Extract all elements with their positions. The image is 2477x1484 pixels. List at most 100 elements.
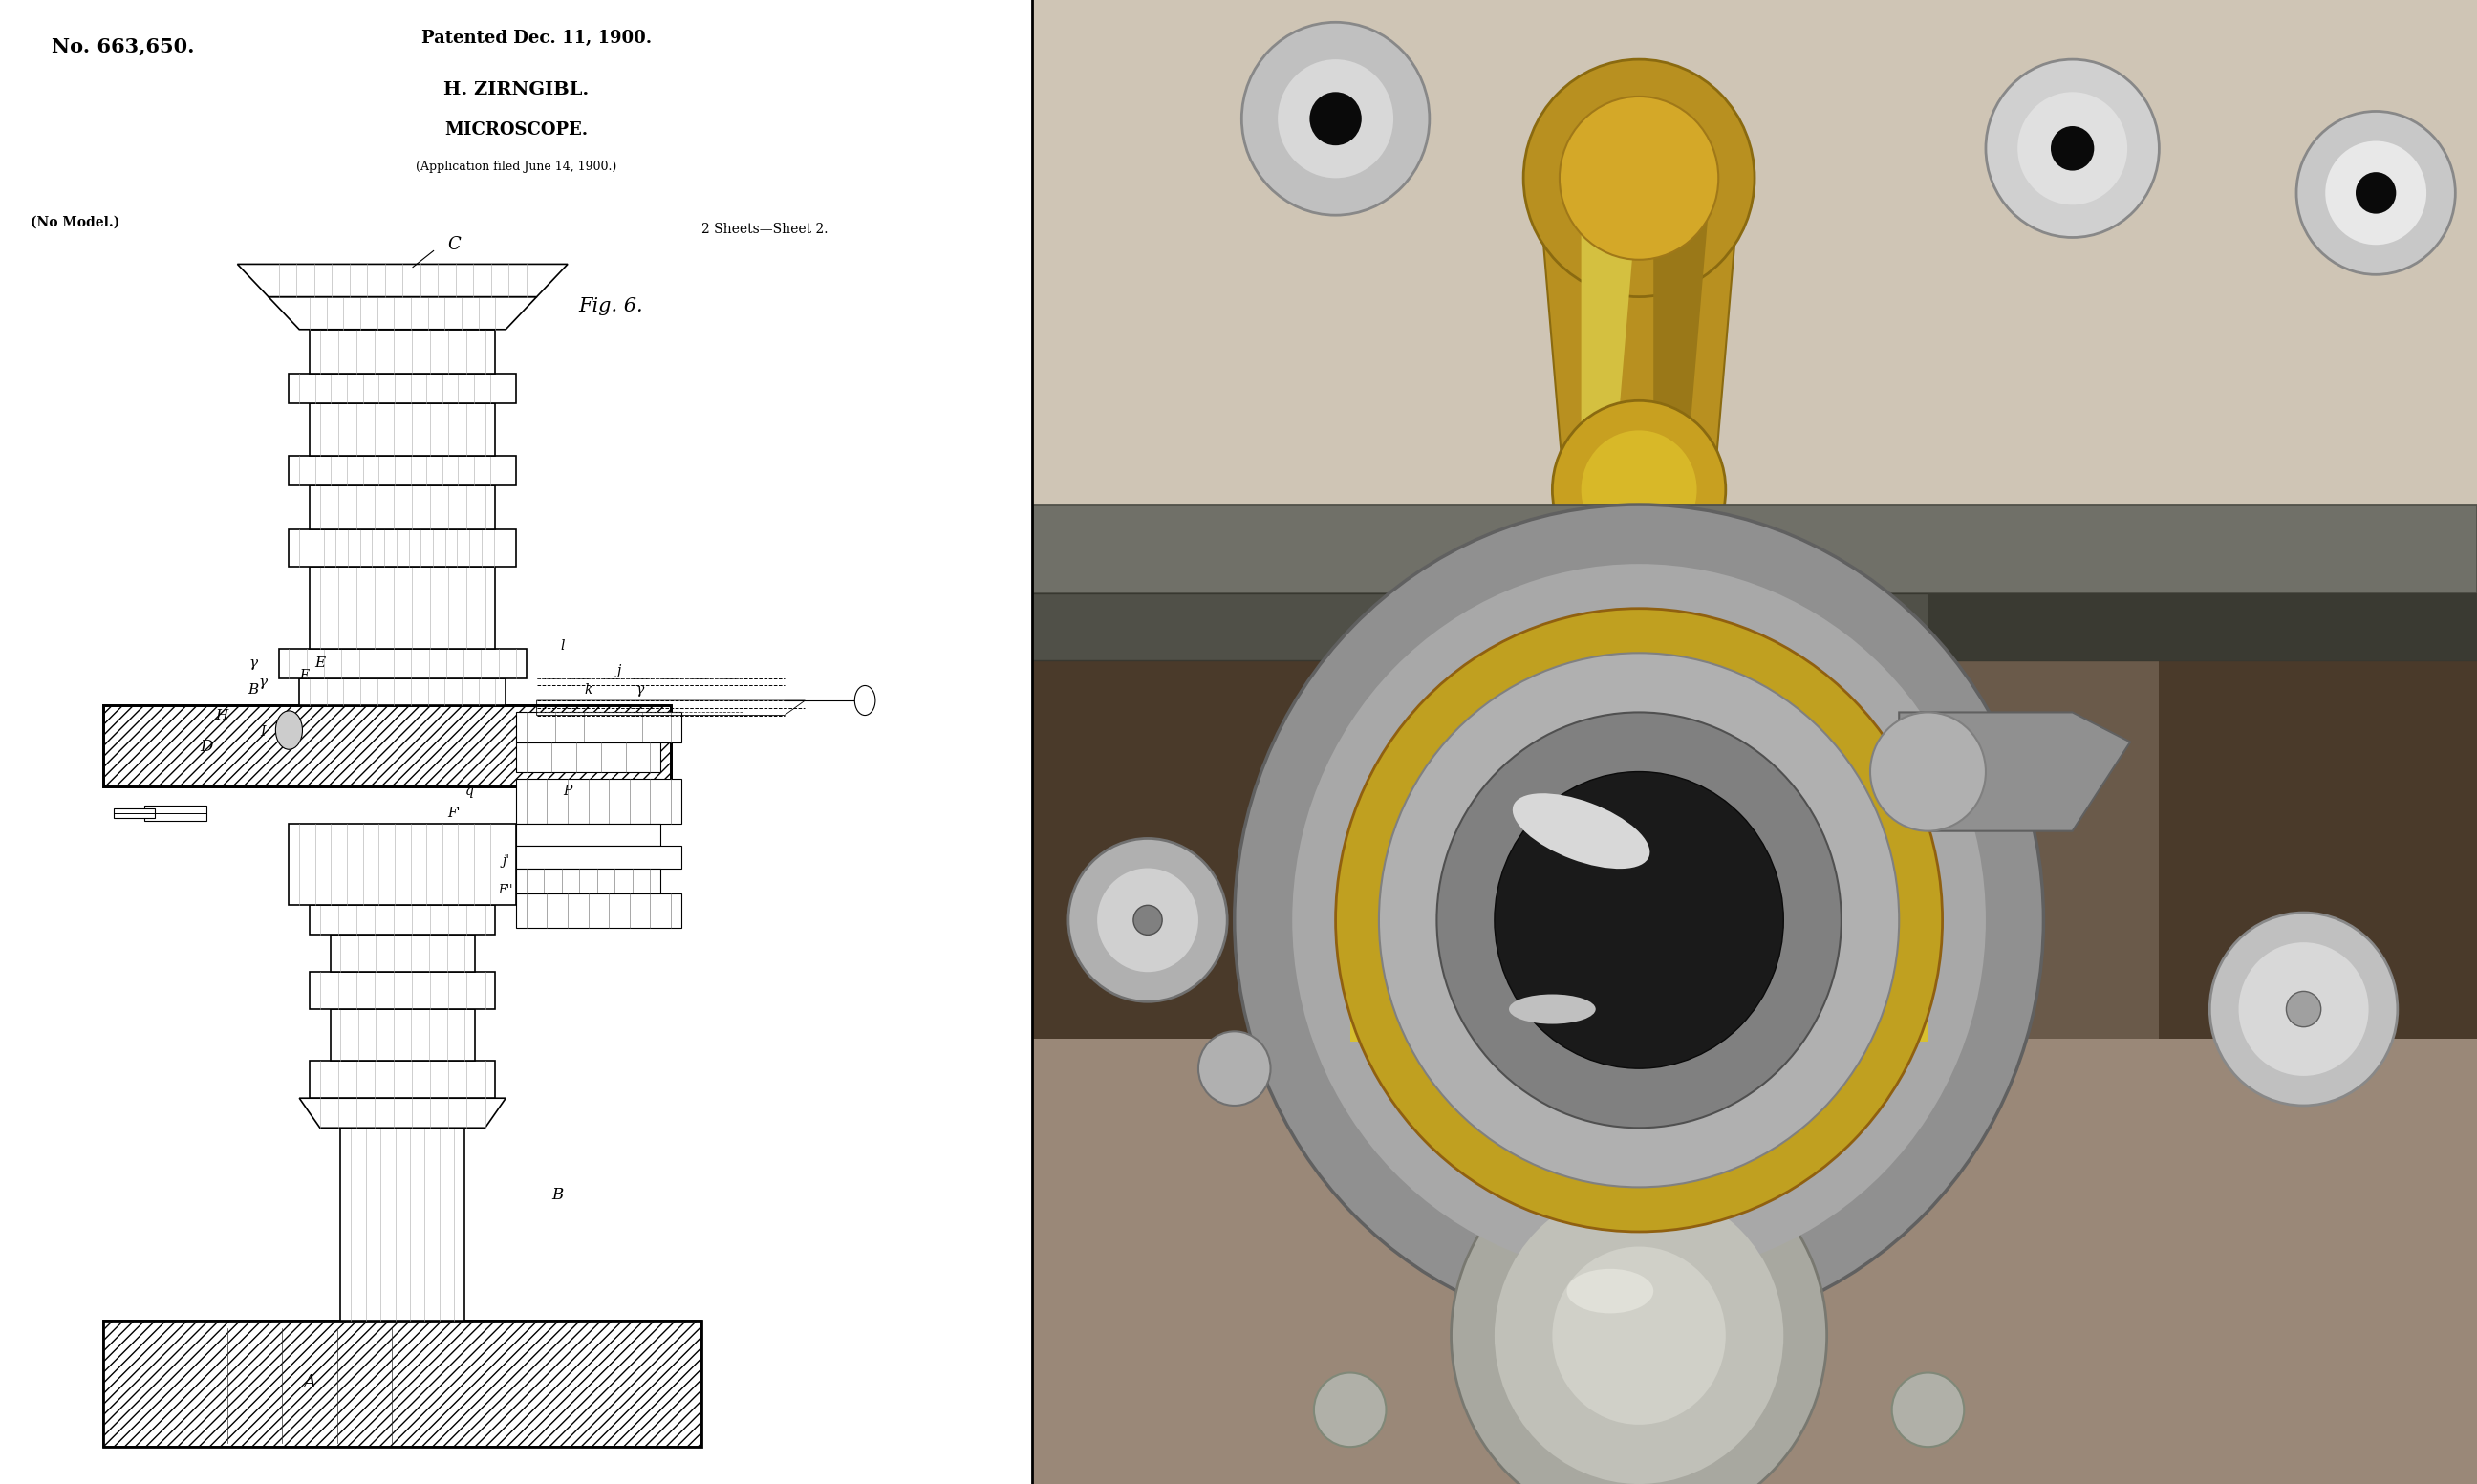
Text: E: E [300,668,310,683]
Text: E: E [315,656,324,671]
Bar [310,1061,495,1098]
Polygon shape [1900,712,2130,831]
Text: (No Model.): (No Model.) [32,215,121,229]
Circle shape [1553,1247,1726,1425]
Text: B: B [248,683,258,697]
Circle shape [1870,712,1987,831]
Text: C: C [448,236,461,254]
Bar [515,868,661,893]
Ellipse shape [1508,994,1595,1024]
Text: Fig. 6.: Fig. 6. [577,297,642,315]
Circle shape [1580,430,1697,549]
Ellipse shape [1568,1269,1655,1313]
Text: j: j [617,663,622,678]
Ellipse shape [1513,794,1650,868]
Bar [104,1321,701,1447]
Bar [1033,0,2477,668]
Circle shape [1278,59,1395,178]
Circle shape [1987,59,2160,237]
Polygon shape [1655,178,1712,519]
Text: Patented Dec. 11, 1900.: Patented Dec. 11, 1900. [421,30,651,47]
Text: l: l [560,638,565,653]
Text: (Application filed June 14, 1900.): (Application filed June 14, 1900.) [416,160,617,172]
Bar [515,824,661,846]
Text: γ: γ [248,656,258,671]
Circle shape [1234,505,2044,1336]
Circle shape [1892,1373,1964,1447]
Bar [1033,668,2477,1484]
Circle shape [1313,1373,1387,1447]
Bar [104,705,671,787]
Bar [310,972,495,1009]
Bar [310,905,495,935]
Bar [300,678,505,705]
Circle shape [1335,608,1942,1232]
Circle shape [1380,653,1900,1187]
Circle shape [1561,96,1719,260]
Bar [1033,660,1395,1039]
Polygon shape [1033,594,2477,660]
Bar [290,456,515,485]
Circle shape [1310,92,1362,145]
Bar [515,779,681,824]
Circle shape [1241,22,1429,215]
Bar [515,712,681,742]
Circle shape [1199,1031,1271,1106]
Text: 2 Sheets—Sheet 2.: 2 Sheets—Sheet 2. [701,223,827,236]
Text: P: P [562,784,572,798]
Polygon shape [1538,178,1741,519]
Bar [310,485,495,530]
Circle shape [2019,92,2128,205]
Bar [144,806,206,821]
Circle shape [2239,942,2368,1076]
Bar [515,846,681,868]
Text: k: k [585,683,592,697]
Circle shape [1494,1187,1783,1484]
Text: F': F' [448,806,461,821]
Circle shape [1452,1143,1828,1484]
Bar [515,742,661,772]
Text: D: D [201,739,213,754]
Bar [290,530,515,567]
Bar [329,1009,476,1061]
Polygon shape [300,1098,505,1128]
Text: γ: γ [258,675,268,690]
Circle shape [1293,564,1987,1276]
Text: MICROSCOPE.: MICROSCOPE. [443,122,587,139]
Bar [310,567,495,649]
Bar [310,404,495,456]
Bar [342,1128,466,1321]
Bar [2160,660,2477,1039]
Bar [310,329,495,374]
Bar [104,1321,701,1447]
Text: γ: γ [637,683,644,697]
Text: j': j' [503,853,510,868]
Polygon shape [1033,505,2477,594]
Circle shape [1494,772,1783,1068]
Circle shape [2051,126,2093,171]
Text: B: B [552,1187,562,1202]
Circle shape [275,711,302,749]
Bar [1350,1020,1927,1042]
Circle shape [855,686,874,715]
Bar [290,824,515,905]
Bar [515,893,681,928]
Circle shape [2286,991,2321,1027]
Circle shape [1437,712,1840,1128]
Bar [329,935,476,972]
Text: H. ZIRNGIBL.: H. ZIRNGIBL. [443,82,590,99]
Circle shape [1553,401,1726,579]
Circle shape [2209,913,2398,1106]
Text: F'': F'' [498,884,513,896]
Polygon shape [238,264,567,297]
Circle shape [1068,838,1226,1002]
Circle shape [1134,905,1162,935]
Polygon shape [1927,594,2477,660]
Bar [1350,979,1927,1061]
Polygon shape [1667,668,1726,1187]
Polygon shape [1580,178,1640,519]
Text: q: q [466,784,473,798]
Bar [104,705,671,787]
Polygon shape [268,297,538,329]
Text: No. 663,650.: No. 663,650. [52,37,196,56]
